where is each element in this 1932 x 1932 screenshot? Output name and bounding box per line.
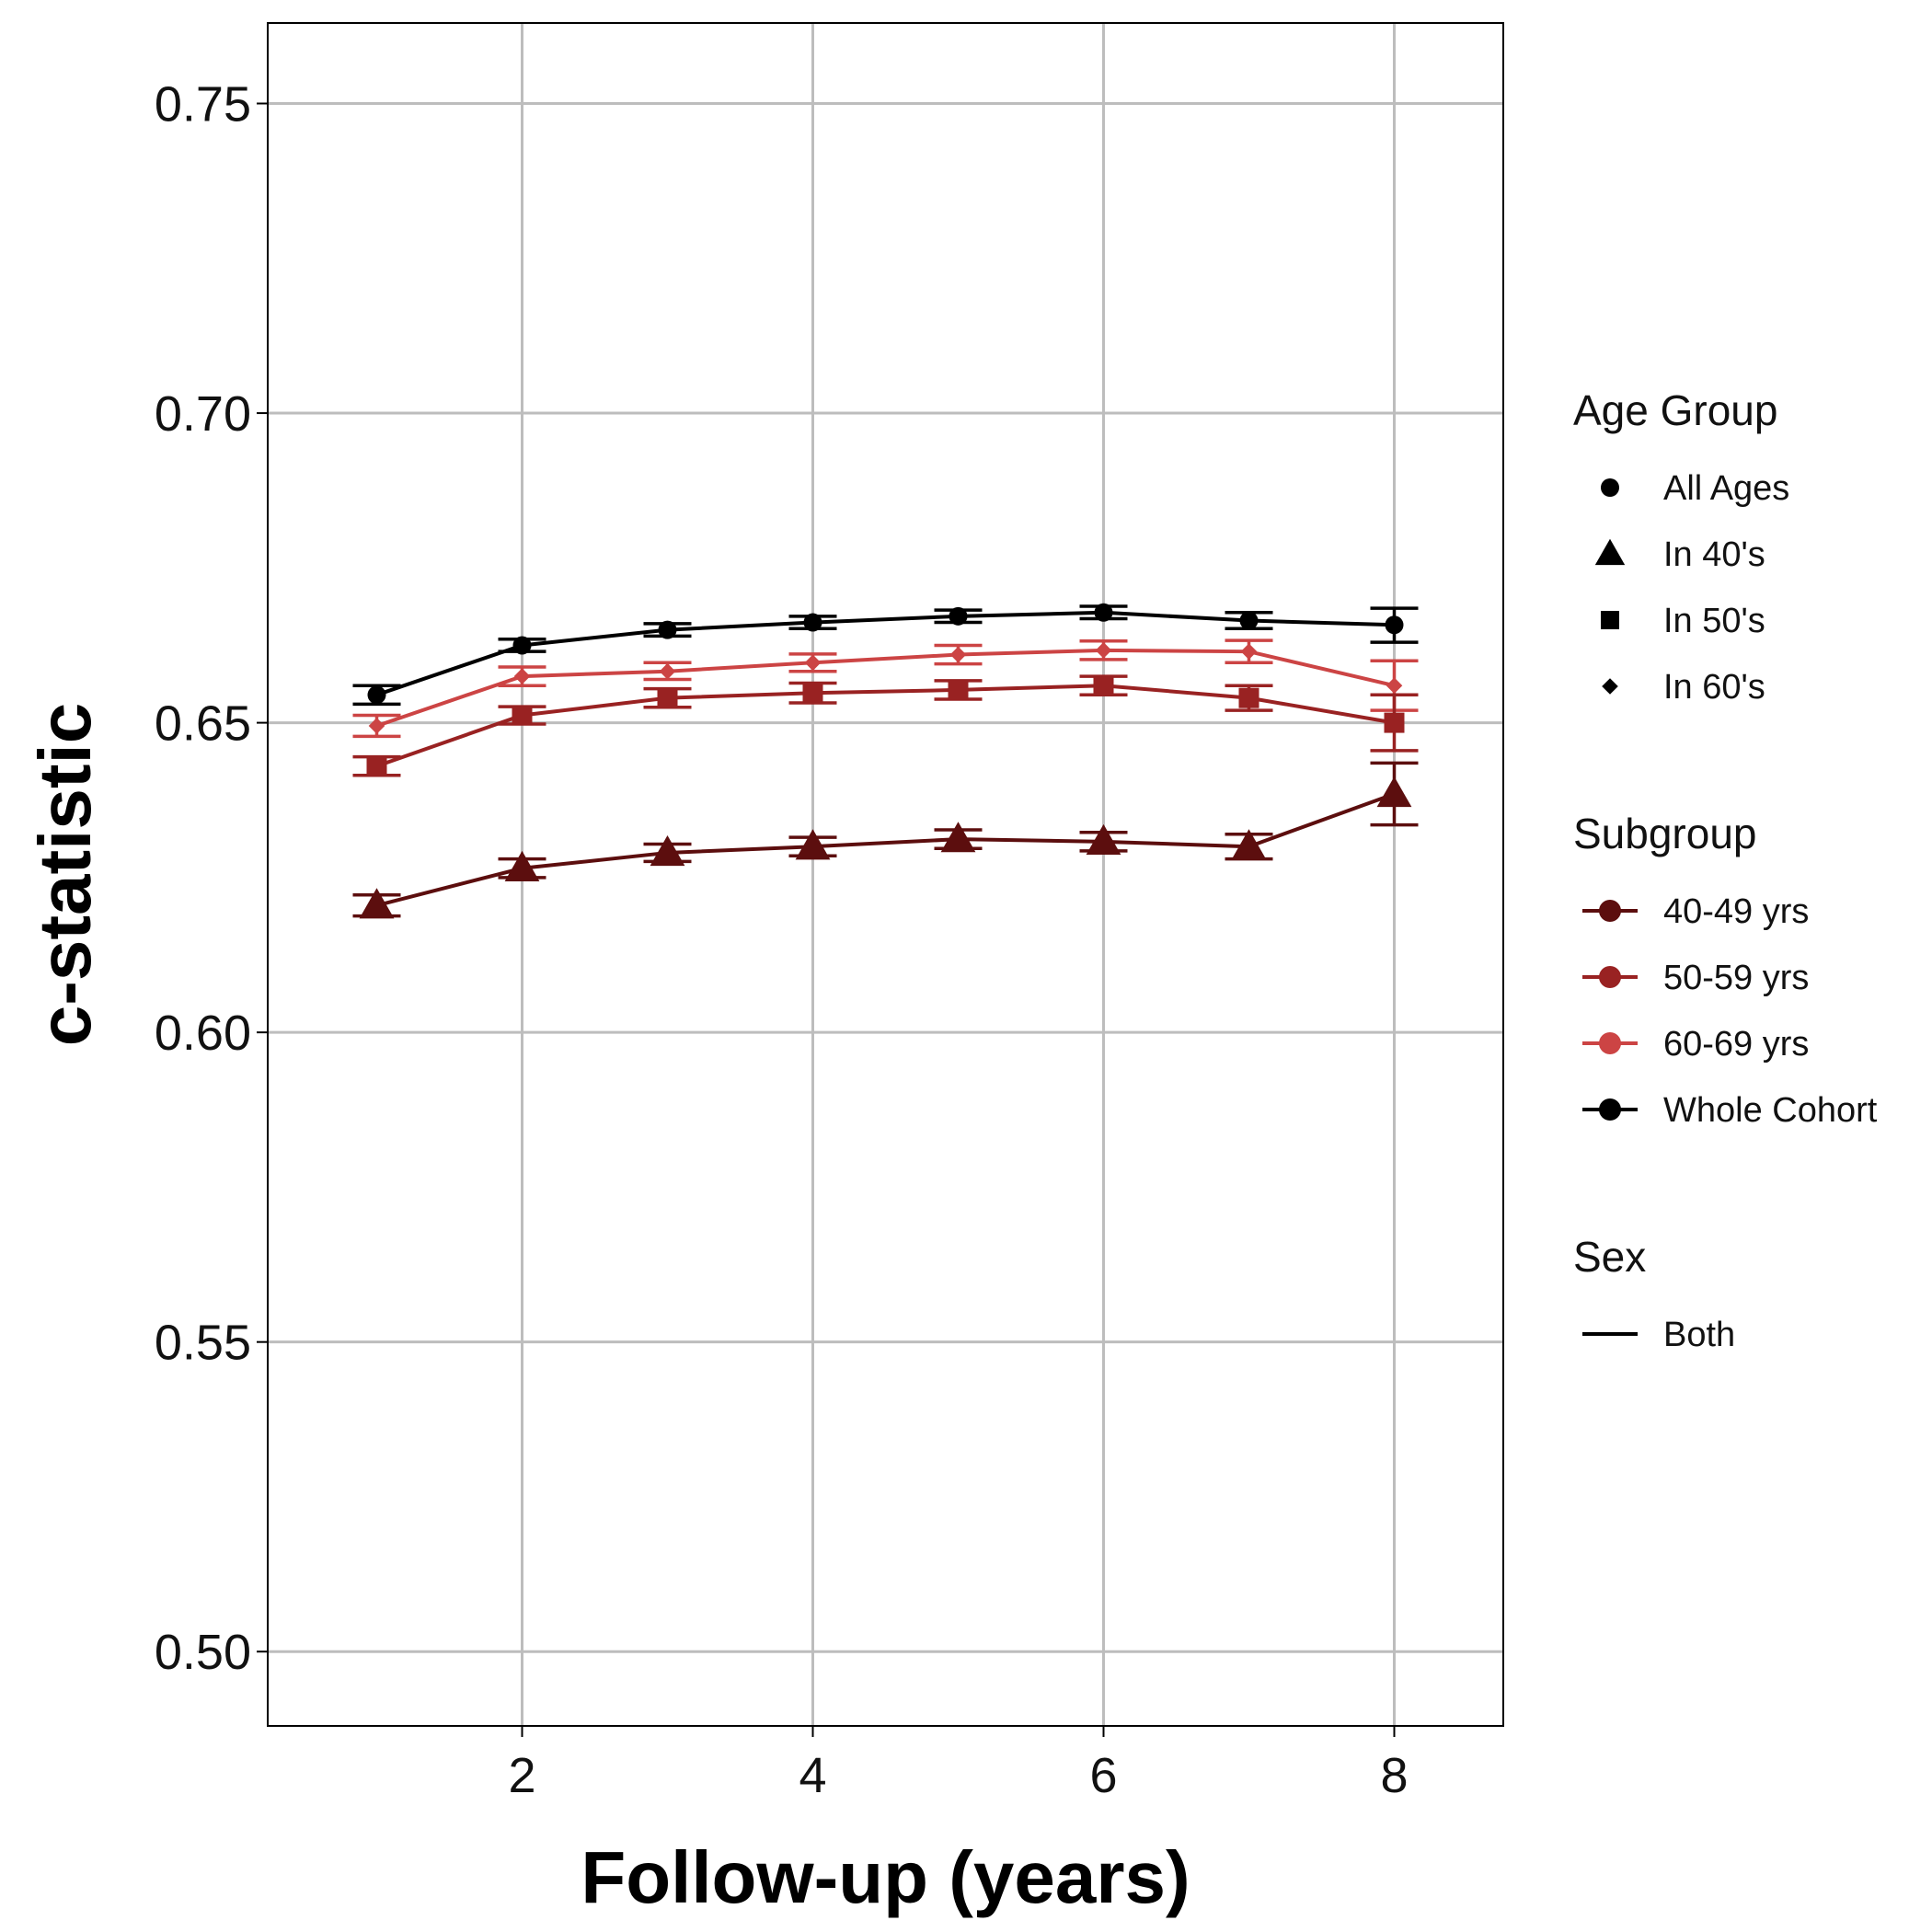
- plot-panel-border: [267, 22, 1504, 1727]
- x-tick-label: 6: [1089, 1748, 1117, 1803]
- legend-subgroup-title: Subgroup: [1573, 810, 1757, 857]
- data-point: [804, 654, 822, 672]
- x-tick-label: 2: [508, 1748, 535, 1803]
- legend-subgroup-point: [1599, 900, 1621, 922]
- legend-marker-diamond: [1602, 678, 1618, 695]
- data-point: [1238, 687, 1259, 708]
- y-tick-label: 0.55: [155, 1316, 251, 1371]
- data-point: [513, 668, 531, 684]
- data-point: [512, 705, 533, 726]
- data-point: [368, 718, 385, 734]
- axis-ticks: 0.50 0.55 0.60 0.65 0.70 0.75 2 4 6 8: [155, 77, 1409, 1803]
- grid-lines: [268, 23, 1503, 1726]
- data-point: [1094, 603, 1113, 622]
- legend-subgroup-point: [1599, 966, 1621, 988]
- data-point: [1231, 829, 1267, 860]
- data-series: [352, 603, 1419, 919]
- data-point: [949, 606, 968, 626]
- data-point: [940, 822, 976, 853]
- series-line: [375, 684, 1395, 768]
- legend-age-label: In 50's: [1663, 602, 1765, 640]
- data-point: [1086, 823, 1121, 856]
- data-point: [659, 662, 676, 680]
- data-point: [512, 636, 532, 655]
- series-line: [375, 610, 1395, 697]
- series-50-59-yrs: [352, 674, 1419, 777]
- series-40-49-yrs: [352, 761, 1419, 919]
- legend-subgroup-label: 60-69 yrs: [1663, 1025, 1809, 1064]
- y-tick-label: 0.65: [155, 696, 251, 752]
- legend-subgroup-label: 50-59 yrs: [1663, 959, 1809, 997]
- data-point: [658, 620, 677, 639]
- data-point: [1239, 611, 1259, 630]
- legend-sex-title: Sex: [1573, 1233, 1646, 1281]
- data-point: [1095, 642, 1112, 659]
- legend-subgroup-point: [1599, 1032, 1621, 1054]
- legend-age-label: All Ages: [1663, 469, 1789, 508]
- data-point: [1385, 615, 1404, 635]
- data-point: [1376, 776, 1412, 808]
- data-point: [367, 685, 386, 705]
- y-tick-label: 0.75: [155, 77, 251, 132]
- legend-sex-label: Both: [1663, 1316, 1735, 1354]
- data-point: [359, 888, 395, 919]
- y-tick-label: 0.60: [155, 1006, 251, 1061]
- data-point: [657, 687, 678, 708]
- x-axis-title: Follow-up (years): [581, 1836, 1190, 1918]
- data-point: [1240, 643, 1258, 660]
- y-tick-label: 0.50: [155, 1625, 251, 1680]
- legend-marker-square: [1601, 611, 1619, 629]
- legend-subgroup-label: Whole Cohort: [1663, 1091, 1878, 1130]
- y-axis-title: c-statistic: [24, 703, 106, 1046]
- data-point: [1386, 677, 1403, 695]
- legend: Age Group Subgroup Sex All Ages In 40's In…: [1573, 386, 1878, 1354]
- x-tick-label: 8: [1380, 1748, 1408, 1803]
- series-whole-cohort: [352, 603, 1419, 707]
- data-point: [1384, 712, 1405, 733]
- legend-marker-triangle: [1594, 538, 1626, 566]
- data-point: [949, 646, 967, 663]
- legend-marker-circle: [1601, 478, 1619, 497]
- legend-age-label: In 60's: [1663, 668, 1765, 707]
- data-point: [948, 679, 969, 700]
- legend-subgroup-label: 40-49 yrs: [1663, 892, 1809, 931]
- data-point: [650, 835, 685, 867]
- x-tick-label: 4: [799, 1748, 826, 1803]
- series-line: [375, 648, 1395, 728]
- legend-age-label: In 40's: [1663, 535, 1765, 574]
- data-point: [803, 613, 822, 632]
- data-point: [366, 755, 387, 776]
- legend-age-group-title: Age Group: [1573, 386, 1777, 434]
- series-line: [376, 792, 1396, 908]
- series-60-69-yrs: [352, 638, 1419, 739]
- data-point: [802, 683, 823, 704]
- y-tick-label: 0.70: [155, 386, 251, 442]
- data-point: [504, 850, 540, 881]
- legend-subgroup-point: [1599, 1098, 1621, 1121]
- data-point: [795, 829, 831, 860]
- data-point: [1093, 675, 1114, 696]
